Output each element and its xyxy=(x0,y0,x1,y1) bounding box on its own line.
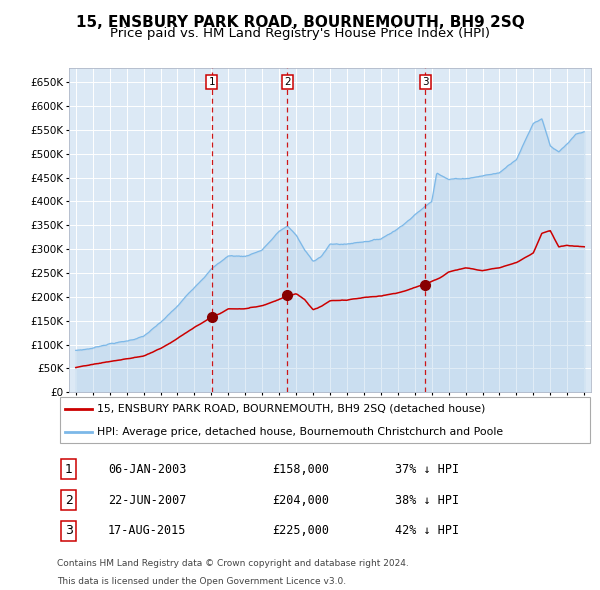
Text: £158,000: £158,000 xyxy=(272,463,329,476)
Text: 3: 3 xyxy=(422,77,429,87)
Text: 1: 1 xyxy=(209,77,215,87)
Text: £204,000: £204,000 xyxy=(272,493,329,507)
FancyBboxPatch shape xyxy=(59,397,590,444)
Text: 42% ↓ HPI: 42% ↓ HPI xyxy=(395,525,460,537)
Text: £225,000: £225,000 xyxy=(272,525,329,537)
Text: Price paid vs. HM Land Registry's House Price Index (HPI): Price paid vs. HM Land Registry's House … xyxy=(110,27,490,40)
Text: 2: 2 xyxy=(65,493,73,507)
Text: 38% ↓ HPI: 38% ↓ HPI xyxy=(395,493,460,507)
Text: HPI: Average price, detached house, Bournemouth Christchurch and Poole: HPI: Average price, detached house, Bour… xyxy=(97,427,503,437)
Text: Contains HM Land Registry data © Crown copyright and database right 2024.: Contains HM Land Registry data © Crown c… xyxy=(57,559,409,569)
Text: 06-JAN-2003: 06-JAN-2003 xyxy=(108,463,187,476)
Text: 2: 2 xyxy=(284,77,290,87)
Text: 15, ENSBURY PARK ROAD, BOURNEMOUTH, BH9 2SQ (detached house): 15, ENSBURY PARK ROAD, BOURNEMOUTH, BH9 … xyxy=(97,404,485,414)
Text: 22-JUN-2007: 22-JUN-2007 xyxy=(108,493,187,507)
Text: 17-AUG-2015: 17-AUG-2015 xyxy=(108,525,187,537)
Text: 37% ↓ HPI: 37% ↓ HPI xyxy=(395,463,460,476)
Text: 15, ENSBURY PARK ROAD, BOURNEMOUTH, BH9 2SQ: 15, ENSBURY PARK ROAD, BOURNEMOUTH, BH9 … xyxy=(76,15,524,30)
Text: 3: 3 xyxy=(65,525,73,537)
Text: This data is licensed under the Open Government Licence v3.0.: This data is licensed under the Open Gov… xyxy=(57,577,346,586)
Text: 1: 1 xyxy=(65,463,73,476)
